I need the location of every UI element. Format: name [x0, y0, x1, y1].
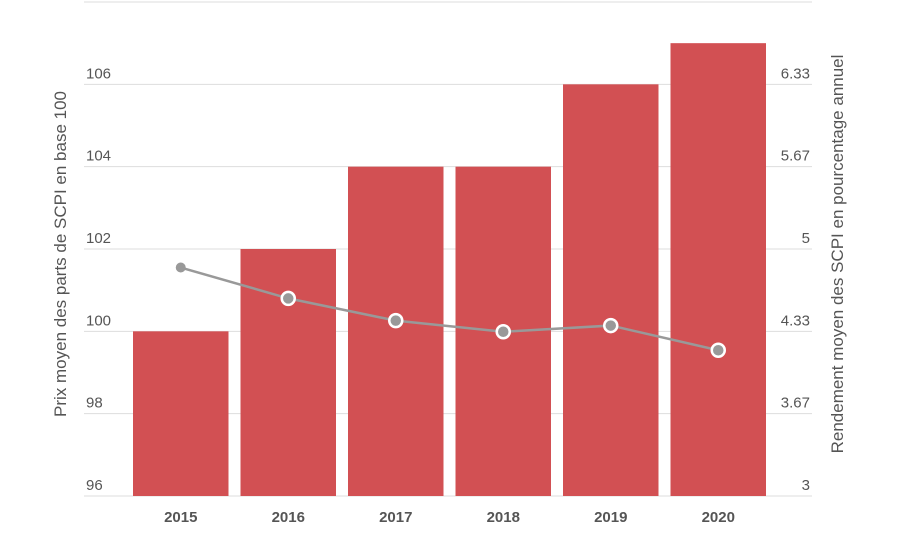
line-point-2018 [495, 323, 511, 340]
bar-2016 [240, 249, 336, 496]
right-axis-tick-label: 3 [802, 477, 810, 494]
line-point-2016 [280, 290, 296, 307]
left-axis-tick-label: 102 [86, 230, 111, 247]
left-axis-tick-labels: 96 98 100 102 104 106 [86, 65, 111, 494]
x-axis-tick-label: 2016 [272, 509, 305, 526]
line-series [175, 262, 726, 359]
right-axis-tick-label: 3.67 [781, 395, 810, 412]
bar-2015 [133, 331, 229, 496]
left-axis-title: Prix moyen des parts de SCPI en base 100 [51, 91, 70, 417]
bar-2017 [348, 166, 444, 496]
right-axis-title: Rendement moyen des SCPI en pourcentage … [828, 55, 847, 454]
line-point-2019 [603, 317, 619, 334]
right-axis-tick-label: 5 [802, 230, 810, 247]
line-point-2020 [710, 342, 726, 359]
right-axis-tick-label: 4.33 [781, 312, 810, 329]
x-axis-tick-labels: 2015 2016 2017 2018 2019 2020 [164, 509, 735, 526]
left-axis-tick-label: 100 [86, 312, 111, 329]
right-axis-tick-label: 5.67 [781, 148, 810, 165]
x-axis-tick-label: 2020 [702, 509, 735, 526]
bar-series [133, 43, 766, 497]
x-axis-tick-label: 2018 [487, 509, 520, 526]
left-axis-tick-label: 106 [86, 65, 111, 82]
line-path [180, 266, 719, 352]
bar-2019 [563, 84, 659, 496]
line-point-2015 [175, 262, 186, 273]
bar-2020 [670, 43, 766, 497]
x-axis-tick-label: 2015 [164, 509, 197, 526]
right-axis-tick-label: 6.33 [781, 65, 810, 82]
x-axis-tick-label: 2017 [379, 509, 412, 526]
x-axis-tick-label: 2019 [594, 509, 627, 526]
right-axis-tick-labels: 3 3.67 4.33 5 5.67 6.33 [781, 65, 810, 494]
left-axis-tick-label: 98 [86, 395, 103, 412]
line-point-2017 [388, 312, 404, 329]
left-axis-tick-label: 96 [86, 477, 103, 494]
left-axis-tick-label: 104 [86, 148, 111, 165]
